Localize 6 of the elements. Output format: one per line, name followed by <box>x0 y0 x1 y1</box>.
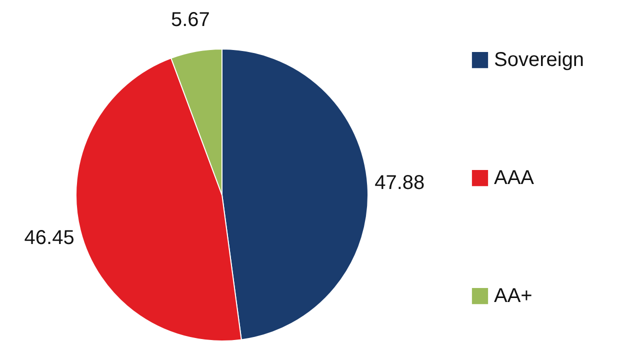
legend-label: Sovereign <box>494 49 584 71</box>
data-label: 47.88 <box>374 172 425 194</box>
legend-label: AAA <box>494 167 535 189</box>
legend-label: AA+ <box>494 285 532 307</box>
data-label: 5.67 <box>170 8 210 31</box>
data-label: 46.45 <box>24 227 74 250</box>
